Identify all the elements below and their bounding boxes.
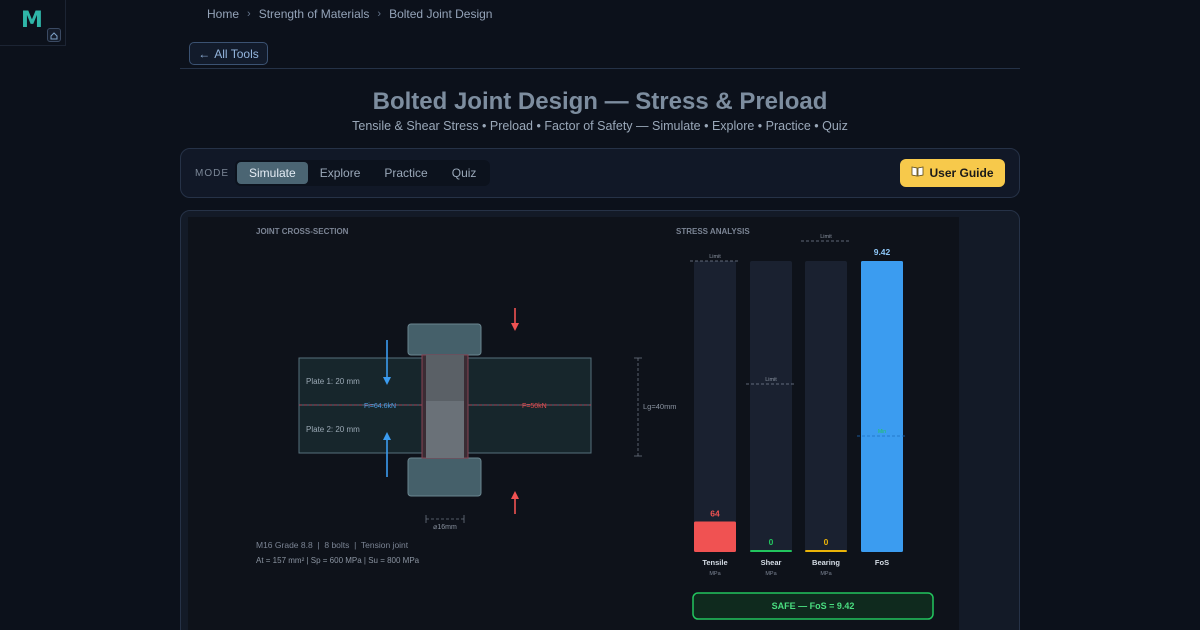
preload-label: Fi=64.6kN: [364, 403, 396, 410]
tensile-value-label: 64: [710, 508, 720, 518]
tab-simulate[interactable]: Simulate: [237, 162, 308, 184]
user-guide-label: User Guide: [929, 166, 994, 180]
arrow-left-icon: ←: [198, 46, 211, 61]
stress-bars: 64 Tensile MPa Limit 0 Shear MPa Limit 0 Bearing M…: [690, 234, 907, 577]
plate-1-right: [467, 357, 592, 406]
fos-bar-fill: [861, 261, 903, 552]
breadcrumb-home[interactable]: Home: [207, 7, 240, 21]
tab-quiz[interactable]: Quiz: [451, 166, 477, 180]
shear-limit-label: Limit: [765, 377, 777, 383]
grip-length-label: Lg=40mm: [643, 402, 677, 411]
shear-bar-fill: [750, 550, 792, 552]
tensile-bar-fill: [694, 521, 736, 552]
breadcrumb-category[interactable]: Strength of Materials: [258, 7, 370, 21]
plate-2-label: Plate 2: 20 mm: [306, 425, 360, 434]
logo-area: M: [0, 0, 66, 46]
tension-arrow-bottom: [511, 491, 519, 514]
tensile-bar-name: Tensile: [702, 558, 727, 567]
tension-arrow-top: [511, 308, 519, 331]
fos-value-label: 9.42: [874, 247, 891, 257]
user-guide-button[interactable]: User Guide: [900, 159, 1005, 187]
bearing-bar-unit: MPa: [820, 571, 832, 577]
tab-explore[interactable]: Explore: [319, 166, 361, 180]
all-tools-button[interactable]: ← All Tools: [189, 42, 268, 65]
external-force-label: F=50kN: [522, 403, 547, 410]
breadcrumb-current: Bolted Joint Design: [389, 7, 493, 21]
header-divider: [180, 68, 1020, 69]
diameter-label: ⌀16mm: [433, 524, 457, 531]
mode-label: MODE: [195, 168, 229, 179]
bearing-bar-fill: [805, 550, 847, 552]
plate-2-left: [298, 404, 423, 454]
plate-1-label: Plate 1: 20 mm: [306, 377, 360, 386]
simulation-svg: JOINT CROSS-SECTION Plate 1: 20 mm Plate…: [256, 227, 934, 620]
tensile-bar-track: [694, 261, 736, 552]
fos-min-label: Min: [878, 429, 886, 435]
breadcrumb-separator: ›: [247, 8, 251, 20]
page-title: Bolted Joint Design — Stress & Preload: [372, 88, 828, 115]
page-subtitle: Tensile & Shear Stress • Preload • Facto…: [352, 119, 848, 133]
tab-practice[interactable]: Practice: [384, 166, 428, 180]
preload-arrow-up: [383, 432, 391, 477]
bolt-head: [407, 323, 482, 356]
bolt-properties-line: At = 157 mm² | Sp = 600 MPa | Su = 800 M…: [256, 556, 420, 565]
safety-status-box: [692, 592, 934, 620]
safety-status-text: SAFE — FoS = 9.42: [772, 601, 855, 611]
plate-2-right: [467, 404, 592, 454]
shear-value-label: 0: [769, 537, 774, 547]
bearing-bar-name: Bearing: [812, 558, 840, 567]
shear-bar-unit: MPa: [765, 571, 777, 577]
simulation-canvas[interactable]: JOINT CROSS-SECTION Plate 1: 20 mm Plate…: [188, 217, 959, 630]
stress-heading: STRESS ANALYSIS: [676, 227, 750, 236]
logo[interactable]: M: [21, 8, 43, 33]
grip-length-dimension: [634, 357, 642, 457]
shear-bar-name: Shear: [761, 558, 782, 567]
all-tools-label: All Tools: [214, 46, 259, 61]
breadcrumb: Home › Strength of Materials › Bolted Jo…: [207, 7, 492, 21]
bolt-nut: [407, 457, 482, 497]
mode-tabs: Simulate Explore Practice Quiz: [235, 160, 491, 186]
tensile-limit-label: Limit: [709, 254, 721, 260]
shear-bar-track: [750, 261, 792, 552]
plate-1-left: [298, 357, 423, 406]
home-icon[interactable]: [47, 28, 61, 42]
breadcrumb-separator: ›: [377, 8, 382, 20]
bolt-spec-line: M16 Grade 8.8 | 8 bolts | Tension joint: [256, 540, 409, 550]
book-icon: [911, 166, 924, 180]
bearing-limit-label: Limit: [820, 234, 832, 240]
preload-arrow-down: [383, 340, 391, 385]
bearing-value-label: 0: [824, 537, 829, 547]
tensile-bar-unit: MPa: [709, 571, 721, 577]
fos-bar-name: FoS: [875, 558, 889, 567]
bolt-threads: [426, 401, 464, 458]
diameter-dimension: [425, 515, 465, 523]
bearing-bar-track: [805, 261, 847, 552]
joint-heading: JOINT CROSS-SECTION: [256, 227, 349, 236]
mode-bar: MODE Simulate Explore Practice Quiz User…: [180, 148, 1020, 198]
